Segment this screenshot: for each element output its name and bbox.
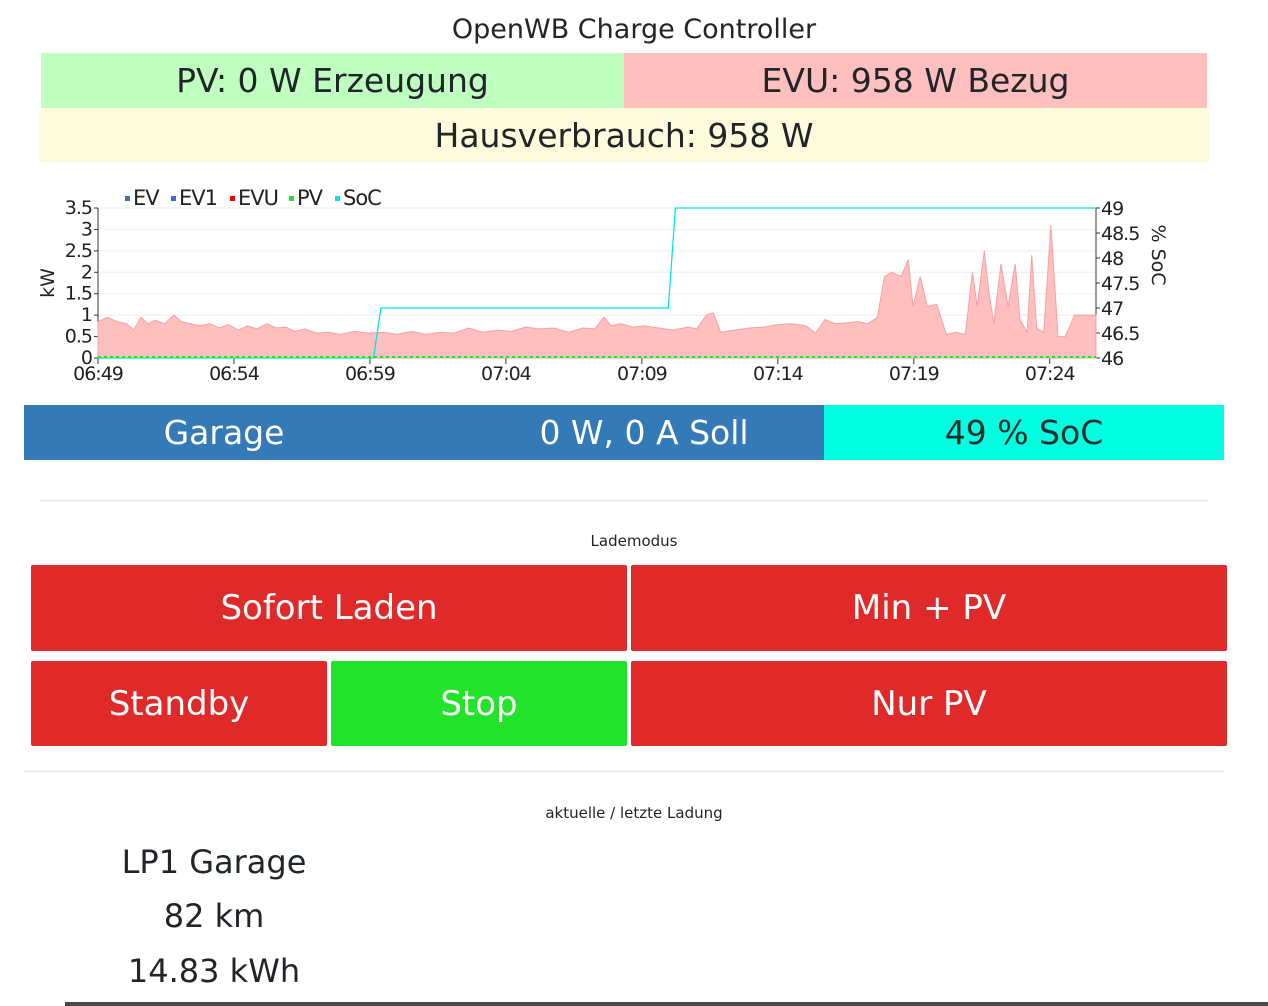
legend-swatch-pv (289, 196, 294, 201)
standby-button[interactable]: Standby (31, 661, 327, 746)
legend-swatch-evu (230, 196, 235, 201)
last-charge-loadpoint: LP1 Garage (121, 843, 307, 881)
y-tick-label: 0.5 (65, 326, 92, 348)
divider (39, 500, 1209, 501)
divider (24, 771, 1224, 772)
house-consumption: Hausverbrauch: 958 W (39, 108, 1209, 162)
loadpoint-name: Garage (163, 413, 285, 452)
legend-label-ev1: EV1 (179, 186, 217, 210)
min-pv-button[interactable]: Min + PV (631, 565, 1227, 651)
last-charge-energy: 14.83 kWh (127, 952, 301, 990)
y2-tick-label: 47.5 (1101, 273, 1139, 295)
legend-label-ev: EV (133, 186, 160, 210)
legend-swatch-soc (335, 196, 340, 201)
y-tick-label: 3 (81, 218, 92, 240)
x-tick-label: 07:04 (481, 363, 532, 385)
y-tick-label: 1.5 (65, 283, 92, 305)
x-tick-label: 06:54 (209, 363, 260, 385)
power-chart: 00.511.522.533.5 46 46.5 47 47.5 48 48.5 49 06:4… (37, 186, 1169, 385)
y2-tick-label: 46 (1101, 348, 1123, 370)
last-charge-label: aktuelle / letzte Ladung (545, 804, 723, 822)
x-tick-label: 07:09 (617, 363, 667, 385)
last-charge-range: 82 km (163, 897, 265, 935)
x-tick-label: 07:24 (1025, 363, 1076, 385)
evu-summary: EVU: 958 W Bezug (624, 53, 1207, 108)
y-tick-label: 0 (81, 347, 92, 369)
legend-swatch-ev (125, 196, 130, 201)
x-tick-label: 07:19 (889, 363, 939, 385)
y-tick-label: 2 (81, 261, 92, 283)
lademodus-label: Lademodus (590, 532, 678, 550)
y2-tick-label: 48.5 (1101, 223, 1139, 245)
bottom-scrollbar[interactable] (65, 1002, 1268, 1006)
legend-label-evu: EVU (238, 186, 278, 210)
y-tick-label: 2.5 (65, 240, 92, 262)
loadpoint-status-bar: Garage 0 W, 0 A Soll (24, 405, 824, 460)
legend-swatch-ev1 (171, 196, 176, 201)
legend-label-pv: PV (297, 186, 324, 210)
stop-button[interactable]: Stop (331, 661, 627, 746)
series-area-evu (97, 225, 1097, 359)
loadpoint-power: 0 W, 0 A Soll (539, 413, 749, 452)
nur-pv-button[interactable]: Nur PV (631, 661, 1227, 746)
y-axis-title: kW (37, 268, 59, 298)
y2-tick-label: 46.5 (1101, 323, 1139, 345)
y2-axis-title: % SoC (1147, 224, 1169, 285)
legend-label-soc: SoC (343, 186, 381, 210)
x-tick-label: 06:49 (73, 363, 123, 385)
y2-tick-label: 48 (1101, 248, 1123, 270)
y-tick-label: 1 (81, 304, 92, 326)
x-tick-label: 06:59 (345, 363, 395, 385)
pv-summary: PV: 0 W Erzeugung (41, 53, 624, 108)
y2-tick-label: 49 (1101, 198, 1123, 220)
page-title: OpenWB Charge Controller (451, 13, 817, 45)
sofort-laden-button[interactable]: Sofort Laden (31, 565, 627, 651)
loadpoint-soc: 49 % SoC (824, 405, 1224, 460)
y-tick-label: 3.5 (65, 197, 92, 219)
x-tick-label: 07:14 (753, 363, 804, 385)
y2-tick-label: 47 (1101, 298, 1123, 320)
